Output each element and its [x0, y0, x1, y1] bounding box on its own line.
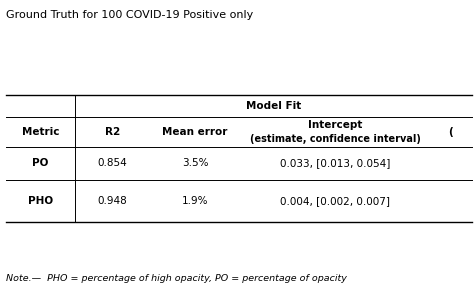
- Text: PHO: PHO: [28, 196, 53, 206]
- Text: Note.—  PHO = percentage of high opacity, PO = percentage of opacity: Note.— PHO = percentage of high opacity,…: [6, 274, 347, 283]
- Text: Ground Truth for 100 COVID-19 Positive only: Ground Truth for 100 COVID-19 Positive o…: [6, 10, 253, 20]
- Text: Mean error: Mean error: [162, 127, 228, 137]
- Text: 0.033, [0.013, 0.054]: 0.033, [0.013, 0.054]: [280, 158, 390, 168]
- Text: (estimate, confidence interval): (estimate, confidence interval): [250, 134, 420, 144]
- Text: PO: PO: [32, 158, 49, 168]
- Text: 1.9%: 1.9%: [182, 196, 208, 206]
- Text: R2: R2: [105, 127, 120, 137]
- Text: 0.004, [0.002, 0.007]: 0.004, [0.002, 0.007]: [280, 196, 390, 206]
- Text: 3.5%: 3.5%: [182, 158, 208, 168]
- Text: Metric: Metric: [22, 127, 59, 137]
- Text: Intercept: Intercept: [308, 121, 362, 130]
- Text: Model Fit: Model Fit: [246, 101, 301, 111]
- Text: (: (: [448, 127, 453, 137]
- Text: 0.948: 0.948: [98, 196, 128, 206]
- Text: 0.854: 0.854: [98, 158, 128, 168]
